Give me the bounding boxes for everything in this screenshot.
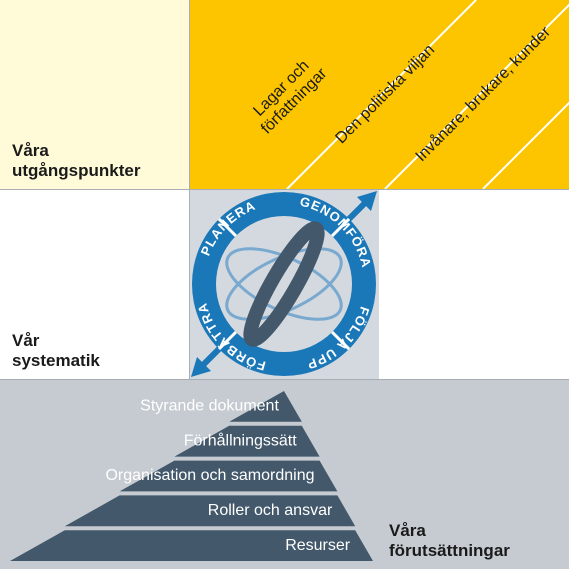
grid-line [0,379,569,380]
section-label-top: Våra utgångspunkter [12,141,140,180]
grid-line [189,0,190,379]
section-label-bottom: Våra förutsättningar [389,521,510,560]
infographic-root: Lagar ochförfattningarDen politiska vilj… [0,0,569,569]
diagonal-label: Lagar ochförfattningar [245,52,331,138]
section-label-middle: Vår systematik [12,331,100,370]
diagonal-stripes: Lagar ochförfattningarDen politiska vilj… [189,0,569,189]
diagonal-label: Den politiska viljan [332,41,438,147]
grid-line [0,189,569,190]
